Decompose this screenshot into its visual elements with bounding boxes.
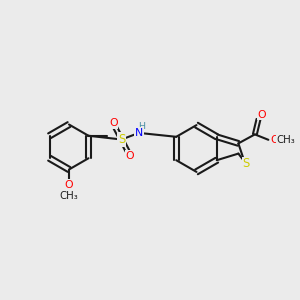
Text: O: O xyxy=(125,151,134,161)
Text: CH₃: CH₃ xyxy=(60,190,78,201)
Text: O: O xyxy=(65,179,73,190)
Text: H: H xyxy=(138,122,146,131)
Text: O: O xyxy=(258,110,266,120)
Text: S: S xyxy=(118,133,125,146)
Text: O: O xyxy=(271,135,279,145)
Text: CH₃: CH₃ xyxy=(276,135,295,145)
Text: O: O xyxy=(109,118,118,128)
Text: S: S xyxy=(242,157,250,170)
Text: N: N xyxy=(135,128,143,138)
